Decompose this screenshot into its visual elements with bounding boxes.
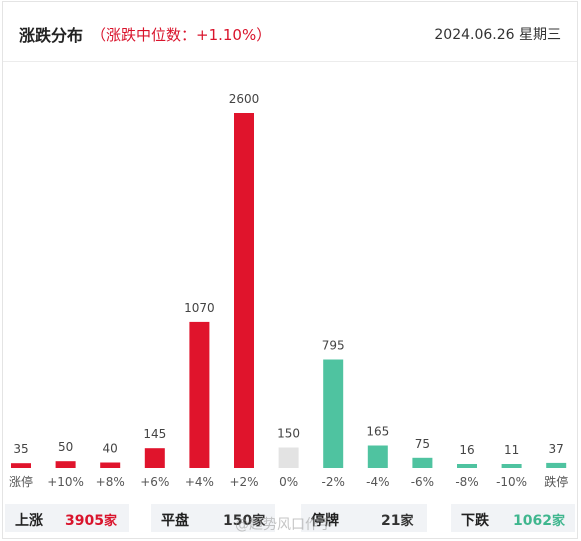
value-label-6: 150 [277,427,300,441]
category-label-1: +10% [47,475,84,489]
summary-halt: 停牌 21家 [301,504,427,532]
panel-title: 涨跌分布 [19,26,84,45]
summary-bar: 上涨 3905家 平盘 150家 停牌 21家 下跌 1062家 [3,504,577,532]
bar-1 [55,461,76,468]
value-label-1: 50 [58,440,73,454]
value-label-2: 40 [103,442,118,456]
category-label-7: -2% [322,475,345,489]
date-label: 2024.06.26 星期三 [434,27,561,43]
category-label-6: 0% [279,475,298,489]
bar-6 [278,447,299,468]
summary-flat-count: 150家 [223,513,266,529]
summary-flat-label: 平盘 [161,513,189,529]
summary-halt-count: 21家 [381,513,414,529]
value-label-3: 145 [143,427,166,441]
value-label-12: 37 [549,442,564,456]
category-label-10: -8% [455,475,478,489]
category-label-4: +4% [185,475,214,489]
value-label-9: 75 [415,437,430,451]
median-change: （涨跌中位数：+1.10%） [91,26,272,44]
category-label-9: -6% [411,475,434,489]
bar-12 [546,462,567,468]
summary-up-count: 3905家 [65,513,117,529]
category-label-2: +8% [96,475,125,489]
bar-9 [412,457,433,468]
watermark: @趋势风口作手 [235,517,333,533]
category-label-8: -4% [366,475,389,489]
value-label-8: 165 [366,425,389,439]
summary-down-count: 1062家 [513,513,565,529]
summary-down-label: 下跌 [461,513,489,529]
value-label-4: 1070 [184,301,215,315]
value-label-10: 16 [459,443,474,457]
bar-4 [189,321,210,468]
summary-down: 下跌 1062家 [451,504,575,532]
category-label-5: +2% [229,475,258,489]
summary-up: 上涨 3905家 [5,504,129,532]
bar-0 [11,463,31,468]
distribution-bar-chart: 35 涨停 50 +10% 40 +8% 145 +6% 1070 +4% 2600 +2% 150 0%… [9,92,568,489]
summary-halt-label: 停牌 [311,513,339,529]
value-label-11: 11 [504,443,519,457]
category-label-11: -10% [496,475,527,489]
value-label-0: 35 [13,442,28,456]
category-label-0: 涨停 [9,474,33,489]
bar-8 [367,445,388,468]
value-label-5: 2600 [229,92,260,106]
panel-header: 涨跌分布 （涨跌中位数：+1.10%） 2024.06.26 星期三 [3,2,577,62]
summary-up-label: 上涨 [15,513,43,529]
bar-3 [144,448,165,468]
bar-2 [100,462,121,468]
bar-10 [457,464,477,468]
category-label-12: 跌停 [544,474,568,489]
summary-flat: 平盘 150家 [151,504,275,532]
category-label-3: +6% [140,475,169,489]
bar-7 [323,359,344,468]
bar-11 [501,464,522,468]
bar-5 [234,113,254,468]
value-label-7: 795 [322,339,345,353]
